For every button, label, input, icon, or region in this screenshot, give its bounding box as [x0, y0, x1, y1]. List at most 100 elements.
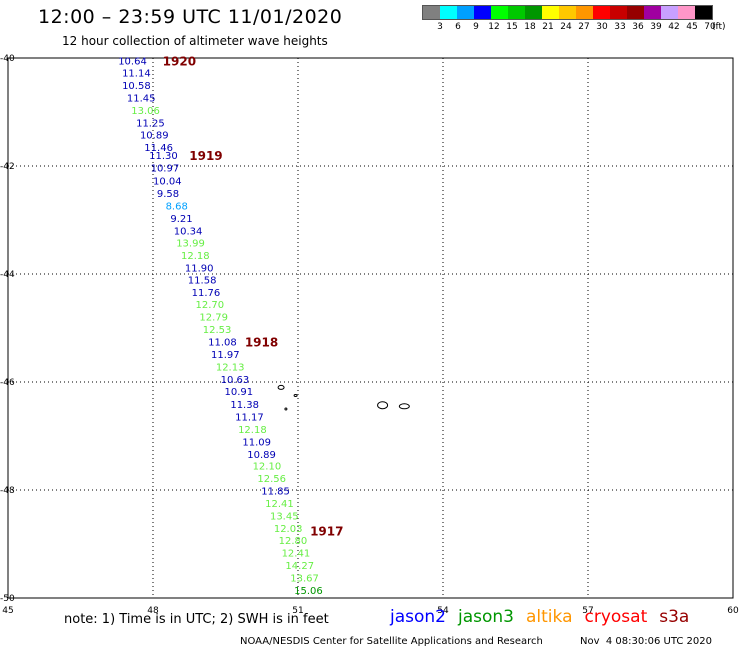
latitude-tick-label: -50	[0, 594, 15, 604]
legend-swatch	[474, 6, 491, 19]
island-outline	[277, 384, 285, 390]
legend-swatch	[440, 6, 457, 19]
latitude-tick-label: -48	[0, 486, 15, 496]
pass-time-label: 1919	[189, 149, 222, 163]
satellite-label-jason3: jason3	[458, 607, 514, 627]
legend-swatch	[593, 6, 610, 19]
legend-label: 15	[506, 22, 518, 32]
island-outline	[293, 394, 298, 397]
wave-height-reading: 10.04	[153, 177, 182, 188]
island-outline	[284, 407, 288, 411]
wave-height-reading: 14.27	[285, 561, 314, 572]
legend-swatch	[610, 6, 627, 19]
credit-text: NOAA/NESDIS Center for Satellite Applica…	[240, 636, 543, 647]
page-subtitle: 12 hour collection of altimeter wave hei…	[62, 34, 328, 48]
legend-label: 18	[524, 22, 536, 32]
pass-time-label: 1918	[245, 336, 278, 350]
wave-height-reading: 13.06	[131, 106, 160, 117]
wave-height-reading: 12.56	[257, 474, 286, 485]
longitude-tick-label: 51	[292, 606, 303, 616]
legend-swatch	[576, 6, 593, 19]
legend-swatch	[491, 6, 508, 19]
legend-swatch	[559, 6, 576, 19]
wave-height-reading: 10.34	[174, 226, 203, 237]
longitude-tick-label: 60	[727, 606, 739, 616]
wave-height-reading: 11.17	[235, 413, 264, 424]
legend-swatch	[695, 6, 712, 19]
legend-label: 36	[632, 22, 644, 32]
wave-height-reading: 11.45	[127, 93, 156, 104]
color-scale-labels: 3 6 9 12 15 18 21 24 27 30 33 36 39 42 45 70 (ft)	[422, 22, 740, 34]
wave-height-reading: 12.80	[279, 536, 308, 547]
longitude-tick-label: 54	[437, 606, 449, 616]
wave-height-reading: 11.90	[185, 264, 214, 275]
latitude-tick-label: -42	[0, 162, 15, 172]
legend-swatch	[627, 6, 644, 19]
wave-height-reading: 12.13	[216, 362, 245, 373]
legend-swatch	[423, 6, 440, 19]
legend-swatch	[542, 6, 559, 19]
legend-label: 9	[473, 22, 479, 32]
wave-height-reading: 11.25	[136, 118, 165, 129]
satellite-label-altika: altika	[526, 607, 573, 627]
wave-height-reading: 10.63	[221, 375, 250, 386]
island-outline	[377, 401, 389, 410]
satellite-label-jason2: jason2	[390, 607, 446, 627]
legend-swatch	[661, 6, 678, 19]
wave-height-reading: 15.06	[294, 586, 323, 597]
wave-height-reading: 12.79	[199, 313, 228, 324]
wave-height-reading: 12.53	[203, 325, 232, 336]
legend-swatch	[525, 6, 542, 19]
wave-height-reading: 12.18	[181, 251, 210, 262]
legend-swatch	[644, 6, 661, 19]
footer-note: note: 1) Time is in UTC; 2) SWH is in fe…	[64, 612, 329, 627]
island-outline	[398, 403, 410, 410]
wave-height-reading: 13.67	[290, 573, 319, 584]
wave-height-reading: 11.97	[211, 350, 240, 361]
pass-time-label: 1917	[310, 525, 343, 539]
wave-height-reading: 12.10	[253, 462, 282, 473]
legend-swatch	[457, 6, 474, 19]
wave-height-reading: 11.09	[242, 437, 271, 448]
legend-label: 45	[686, 22, 698, 32]
wave-height-reading: 8.68	[166, 201, 188, 212]
latitude-tick-label: -46	[0, 378, 15, 388]
legend-swatch	[678, 6, 695, 19]
wave-height-reading: 10.64	[118, 57, 147, 68]
longitude-tick-label: 45	[2, 606, 13, 616]
wave-height-reading: 9.21	[170, 214, 192, 225]
legend-label: 12	[488, 22, 500, 32]
legend-label: 39	[650, 22, 662, 32]
legend-label: 70	[704, 22, 716, 32]
page-title: 12:00 – 23:59 UTC 11/01/2020	[38, 6, 343, 28]
legend-label: 21	[542, 22, 554, 32]
satellite-legend: jason2 jason3 altika cryosat s3a	[390, 607, 701, 627]
legend-label: 30	[596, 22, 608, 32]
wave-height-reading: 11.46	[144, 143, 173, 154]
generated-timestamp: Nov 4 08:30:06 UTC 2020	[580, 636, 712, 647]
wave-height-reading: 11.58	[188, 275, 217, 286]
wave-height-reading: 12.41	[282, 549, 311, 560]
wave-height-reading: 10.91	[225, 387, 254, 398]
wave-height-reading: 11.08	[208, 338, 237, 349]
latitude-tick-label: -44	[0, 270, 15, 280]
legend-label: 27	[578, 22, 590, 32]
wave-height-reading: 12.18	[238, 425, 267, 436]
legend-label: 42	[668, 22, 680, 32]
wave-height-reading: 13.45	[270, 511, 299, 522]
wave-height-reading: 10.89	[247, 450, 276, 461]
wave-height-reading: 9.58	[157, 189, 179, 200]
map-frame	[7, 57, 734, 599]
latitude-tick-label: -40	[0, 54, 15, 64]
wave-height-reading: 11.85	[261, 487, 290, 498]
legend-label: 6	[455, 22, 461, 32]
wave-height-reading: 11.76	[192, 288, 221, 299]
longitude-tick-label: 48	[147, 606, 159, 616]
satellite-label-cryosat: cryosat	[584, 607, 648, 627]
legend-unit: (ft)	[712, 22, 726, 32]
wave-height-reading: 10.97	[151, 164, 180, 175]
legend-label: 33	[614, 22, 626, 32]
wave-height-reading: 11.30	[149, 151, 178, 162]
wave-height-reading: 11.38	[230, 400, 259, 411]
